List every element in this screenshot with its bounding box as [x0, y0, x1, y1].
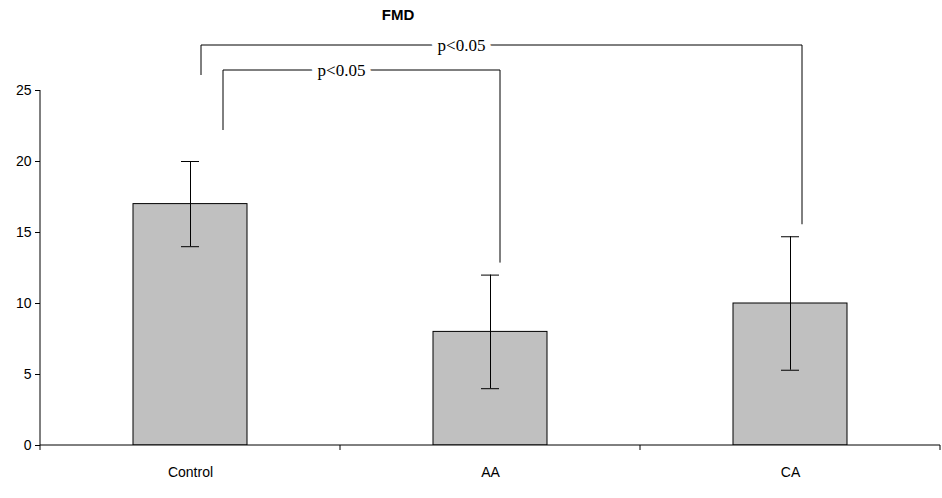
svg-text:Control: Control	[168, 464, 213, 480]
svg-text:0: 0	[24, 437, 32, 453]
svg-text:FMD: FMD	[382, 6, 415, 23]
svg-text:25: 25	[16, 82, 32, 98]
svg-text:10: 10	[16, 295, 32, 311]
svg-text:AA: AA	[481, 464, 500, 480]
svg-text:20: 20	[16, 153, 32, 169]
svg-text:p<0.05: p<0.05	[318, 61, 366, 80]
svg-text:15: 15	[16, 224, 32, 240]
svg-text:p<0.05: p<0.05	[438, 36, 486, 55]
svg-text:5: 5	[24, 366, 32, 382]
svg-text:CA: CA	[781, 464, 801, 480]
